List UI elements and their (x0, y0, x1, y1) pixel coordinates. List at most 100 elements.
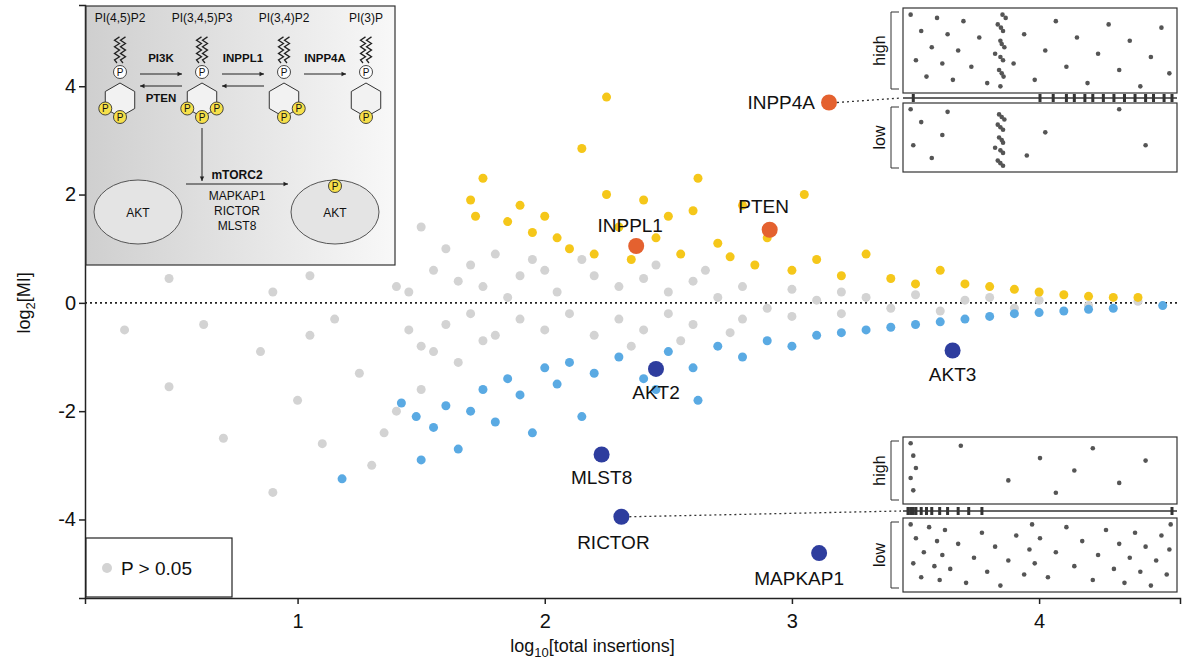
point (380, 428, 389, 437)
exon (914, 507, 917, 515)
phosphate-label: P (281, 112, 288, 123)
phosphate-label: P (117, 67, 124, 78)
point (787, 342, 796, 351)
tick-label: -4 (58, 508, 76, 530)
insertion (1117, 107, 1122, 112)
insertion (956, 48, 961, 53)
point (516, 271, 525, 280)
phosphate-label: P (184, 103, 191, 114)
point (471, 212, 480, 221)
insertion (1080, 539, 1085, 544)
tick-mark (297, 598, 299, 604)
insertion (1043, 130, 1048, 135)
point (491, 417, 500, 426)
phosphate-label: P (199, 67, 206, 78)
insertion (972, 555, 977, 560)
point (120, 325, 129, 334)
insertion (951, 78, 956, 83)
exon (1171, 94, 1174, 102)
gene-label: INPPL1 (597, 215, 662, 236)
lipid-label: PI(3,4,5)P3 (172, 11, 233, 25)
point (676, 250, 685, 259)
complex-component: MLST8 (218, 219, 257, 233)
point (503, 374, 512, 383)
track-box (903, 103, 1177, 172)
point (503, 217, 512, 226)
gene-label: MLST8 (571, 467, 632, 488)
gene-label: AKT2 (632, 382, 680, 403)
exon (1163, 94, 1166, 102)
insertion (908, 522, 913, 527)
point (1084, 292, 1093, 301)
insertion (914, 536, 919, 541)
point (713, 239, 722, 248)
highlight-point (594, 446, 610, 462)
point (454, 277, 463, 286)
tick-mark (792, 598, 794, 604)
point (960, 279, 969, 288)
point (397, 399, 406, 408)
point (627, 342, 636, 351)
point (694, 174, 703, 183)
insertion (945, 32, 950, 37)
insertion (993, 51, 998, 56)
insertion (1030, 522, 1035, 527)
point (911, 320, 920, 329)
insertion (935, 16, 940, 21)
insertion (940, 133, 945, 138)
insertion (911, 561, 916, 566)
insertion (908, 107, 913, 112)
insertion (1001, 29, 1006, 34)
phosphate-label: P (295, 103, 302, 114)
point (392, 407, 401, 416)
phosphate (292, 102, 305, 115)
point (763, 336, 772, 345)
insertion (1143, 544, 1148, 549)
track-label: low (871, 543, 888, 567)
insertion (1091, 446, 1096, 451)
point (577, 255, 586, 264)
exon (967, 507, 970, 515)
point (478, 174, 487, 183)
point (726, 252, 735, 261)
point (590, 271, 599, 280)
tick-label: 0 (65, 292, 76, 314)
tick-label: 2 (65, 183, 76, 205)
tick-mark (545, 598, 547, 604)
point (862, 325, 871, 334)
point (651, 260, 660, 269)
insertion (911, 488, 916, 493)
insertion (914, 58, 919, 63)
point (664, 347, 673, 356)
insertion (956, 542, 961, 547)
point (305, 331, 314, 340)
axis-title-sub: 2 (23, 302, 38, 309)
point (318, 439, 327, 448)
point (1109, 293, 1118, 302)
exon (1052, 94, 1055, 102)
insertion (937, 578, 942, 583)
point (602, 93, 611, 102)
point (553, 380, 562, 389)
point (837, 328, 846, 337)
insertion (1085, 81, 1090, 86)
insertion (914, 466, 919, 471)
lipid-label: PI(3)P (349, 11, 383, 25)
point (338, 474, 347, 483)
point (701, 266, 710, 275)
insertion (940, 553, 945, 558)
akt-protein (94, 180, 182, 244)
point (516, 315, 525, 324)
tick: 4 (1034, 598, 1045, 632)
phosphate-label: P (117, 112, 124, 123)
tick: -4 (58, 508, 85, 530)
tick-label: 4 (1034, 610, 1045, 632)
arrow (222, 86, 264, 87)
exon (957, 507, 960, 515)
point (441, 401, 450, 410)
tick-mark (1039, 598, 1041, 604)
point (738, 315, 747, 324)
insertion (1054, 19, 1059, 24)
lipid-tail (115, 37, 120, 63)
point (1010, 309, 1019, 318)
